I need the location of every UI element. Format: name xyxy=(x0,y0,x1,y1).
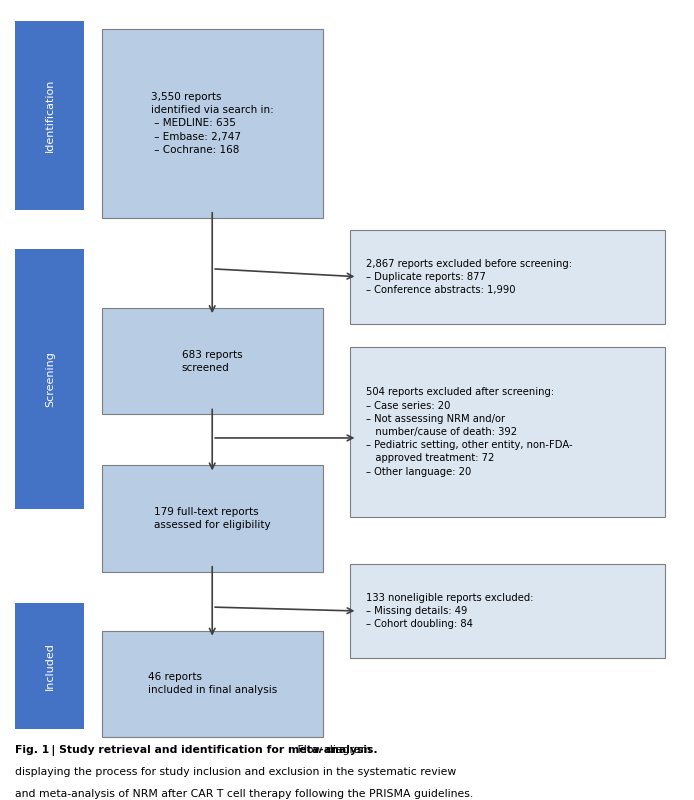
Text: Fig. 1 | Study retrieval and identification for meta-analysis. Flow diagram
disp: Fig. 1 | Study retrieval and identificat… xyxy=(0,799,1,800)
Text: 3,550 reports
identified via search in:
 – MEDLINE: 635
 – Embase: 2,747
 – Coch: 3,550 reports identified via search in: … xyxy=(151,92,273,154)
FancyBboxPatch shape xyxy=(350,230,665,324)
FancyBboxPatch shape xyxy=(101,630,323,737)
FancyBboxPatch shape xyxy=(101,308,323,414)
FancyBboxPatch shape xyxy=(101,466,323,572)
Text: Fig. 1 | Study retrieval and identification for meta-analysis.: Fig. 1 | Study retrieval and identificat… xyxy=(0,799,1,800)
Text: 46 reports
included in final analysis: 46 reports included in final analysis xyxy=(148,672,277,695)
Text: Fig. 1 | Study retrieval and identification for meta-analysis.: Fig. 1 | Study retrieval and identificat… xyxy=(0,799,1,800)
Text: 2,867 reports excluded before screening:
– Duplicate reports: 877
– Conference a: 2,867 reports excluded before screening:… xyxy=(366,258,572,295)
FancyBboxPatch shape xyxy=(15,21,85,210)
FancyBboxPatch shape xyxy=(15,249,85,509)
FancyBboxPatch shape xyxy=(350,564,665,658)
Text: and meta-analysis of NRM after CAR T cell therapy following the PRISMA guideline: and meta-analysis of NRM after CAR T cel… xyxy=(15,789,473,798)
FancyBboxPatch shape xyxy=(15,603,85,729)
Text: Included: Included xyxy=(45,642,55,690)
Text: displaying the process for study inclusion and exclusion in the systematic revie: displaying the process for study inclusi… xyxy=(15,766,457,777)
Text: 504 reports excluded after screening:
– Case series: 20
– Not assessing NRM and/: 504 reports excluded after screening: – … xyxy=(366,387,573,477)
Text: 179 full-text reports
assessed for eligibility: 179 full-text reports assessed for eligi… xyxy=(154,507,271,530)
Text: Identification: Identification xyxy=(45,78,55,152)
Text: 683 reports
screened: 683 reports screened xyxy=(182,350,242,373)
Text: 133 noneligible reports excluded:
– Missing details: 49
– Cohort doubling: 84: 133 noneligible reports excluded: – Miss… xyxy=(366,593,533,630)
Text: Screening: Screening xyxy=(45,351,55,407)
FancyBboxPatch shape xyxy=(350,347,665,517)
FancyBboxPatch shape xyxy=(101,29,323,218)
Text: Flow diagram: Flow diagram xyxy=(294,745,371,754)
Text: Fig. 1 | Study retrieval and identification for meta-analysis.: Fig. 1 | Study retrieval and identificat… xyxy=(15,745,378,756)
